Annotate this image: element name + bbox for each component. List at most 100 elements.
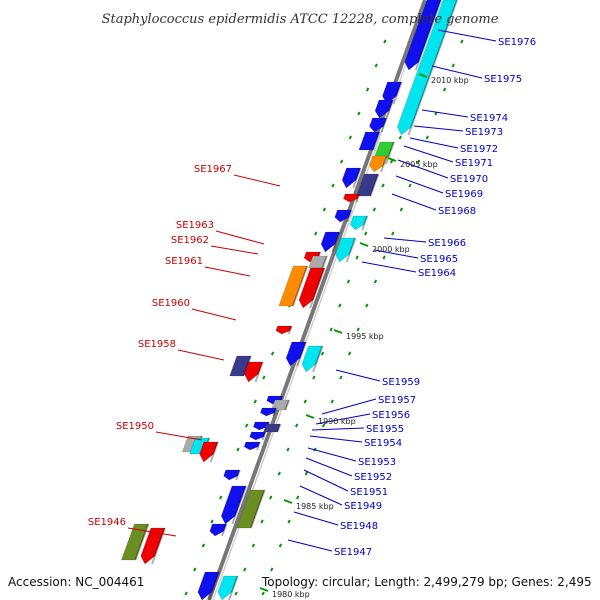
- gene-label-se1975[interactable]: SE1975: [484, 74, 522, 85]
- gene-shape-28[interactable]: [217, 575, 238, 600]
- gene-shade-18: [272, 407, 278, 417]
- leader-se1954: [309, 435, 363, 443]
- tick-mark-43: [312, 375, 316, 380]
- gene-label-se1960[interactable]: SE1960: [152, 298, 190, 309]
- gene-shape-13[interactable]: [335, 237, 356, 263]
- gene-shape-40[interactable]: [121, 523, 149, 561]
- leader-se1952: [305, 457, 353, 477]
- gene-shade-21: [261, 431, 267, 441]
- gene-shape-41[interactable]: [140, 527, 166, 565]
- gene-shape-29[interactable]: [343, 193, 360, 203]
- gene-shape-11[interactable]: [349, 215, 368, 231]
- tick-mark-14: [425, 135, 429, 140]
- gene-label-se1973[interactable]: SE1973: [465, 127, 503, 138]
- gene-shape-35[interactable]: [229, 355, 252, 377]
- tick-mark-55: [277, 471, 281, 476]
- leader-se1966: [383, 237, 427, 243]
- gene-label-se1967[interactable]: SE1967: [194, 164, 232, 175]
- gene-shape-24[interactable]: [220, 485, 247, 525]
- gene-shape-25[interactable]: [236, 489, 265, 529]
- gene-label-se1962[interactable]: SE1962: [171, 235, 209, 246]
- gene-shape-0[interactable]: [404, 0, 442, 71]
- leader-se1969: [395, 175, 444, 194]
- gene-label-se1969[interactable]: SE1969: [445, 189, 483, 200]
- gene-shape-8[interactable]: [341, 167, 361, 189]
- gene-label-se1952[interactable]: SE1952: [354, 472, 392, 483]
- gene-label-se1954[interactable]: SE1954: [364, 438, 402, 449]
- tick-mark-31: [346, 279, 351, 284]
- gene-shade-35: [242, 355, 252, 377]
- gene-shape-26[interactable]: [209, 523, 227, 537]
- gene-label-se1970[interactable]: SE1970: [450, 174, 488, 185]
- kbp-label-6: 1980 kbp: [272, 590, 310, 599]
- gene-label-se1949[interactable]: SE1949: [344, 501, 382, 512]
- gene-shape-23[interactable]: [223, 469, 241, 481]
- gene-label-se1966[interactable]: SE1966: [428, 238, 466, 249]
- tick-mark-8: [442, 87, 447, 92]
- gene-shape-39[interactable]: [199, 441, 219, 463]
- tick-mark-47: [330, 399, 334, 404]
- tick-mark-0: [383, 39, 387, 44]
- leader-se1967: [233, 174, 281, 187]
- tick-mark-29: [382, 255, 386, 260]
- gene-shape-15[interactable]: [301, 345, 323, 373]
- gene-label-se1959[interactable]: SE1959: [382, 377, 420, 388]
- gene-shape-14[interactable]: [285, 341, 307, 367]
- leader-se1973: [413, 125, 464, 132]
- gene-shape-34[interactable]: [275, 325, 292, 335]
- gene-shape-10[interactable]: [334, 209, 352, 223]
- tick-mark-35: [365, 303, 369, 308]
- gene-label-se1974[interactable]: SE1974: [470, 113, 508, 124]
- gene-shade-17: [284, 399, 290, 411]
- gene-shape-12[interactable]: [320, 231, 340, 253]
- gene-shape-9[interactable]: [356, 173, 379, 197]
- gene-shape-22[interactable]: [243, 441, 261, 451]
- leader-se1955: [311, 427, 365, 431]
- leader-se1964: [361, 261, 417, 273]
- gene-label-se1976[interactable]: SE1976: [498, 37, 536, 48]
- gene-label-se1956[interactable]: SE1956: [372, 410, 410, 421]
- gene-shape-3[interactable]: [374, 99, 394, 119]
- tick-mark-66: [193, 567, 197, 572]
- tick-mark-9: [357, 111, 361, 116]
- gene-shape-4[interactable]: [369, 117, 387, 133]
- gene-label-se1948[interactable]: SE1948: [340, 521, 378, 532]
- gene-shape-17[interactable]: [271, 399, 290, 411]
- leader-se1974: [421, 109, 469, 118]
- gene-shade-0: [414, 0, 442, 71]
- gene-shape-32[interactable]: [278, 265, 308, 307]
- gene-shape-20[interactable]: [263, 423, 281, 433]
- gene-label-se1963[interactable]: SE1963: [176, 220, 214, 231]
- gene-shape-36[interactable]: [244, 361, 264, 383]
- leader-se1968: [391, 193, 437, 211]
- gene-label-se1964[interactable]: SE1964: [418, 268, 456, 279]
- tick-mark-18: [331, 183, 335, 188]
- gene-label-se1951[interactable]: SE1951: [350, 487, 388, 498]
- gene-shape-27[interactable]: [197, 571, 220, 600]
- gene-label-se1950[interactable]: SE1950: [116, 421, 154, 432]
- gene-label-se1953[interactable]: SE1953: [358, 457, 396, 468]
- gene-shape-19[interactable]: [253, 421, 270, 431]
- gene-shape-5[interactable]: [358, 131, 380, 151]
- gene-shape-1[interactable]: [397, 0, 458, 136]
- gene-shape-7[interactable]: [369, 155, 388, 173]
- gene-label-se1971[interactable]: SE1971: [455, 158, 493, 169]
- gene-shade-29: [355, 193, 361, 203]
- gene-shape-21[interactable]: [249, 431, 266, 441]
- gene-shade-36: [254, 361, 264, 383]
- gene-label-se1968[interactable]: SE1968: [438, 206, 476, 217]
- gene-shape-33[interactable]: [298, 267, 325, 309]
- gene-label-se1947[interactable]: SE1947: [334, 547, 372, 558]
- tick-mark-50: [321, 423, 326, 428]
- gene-label-se1965[interactable]: SE1965: [420, 254, 458, 265]
- gene-label-se1946[interactable]: SE1946: [88, 517, 126, 528]
- gene-label-se1972[interactable]: SE1972: [460, 144, 498, 155]
- gene-label-se1955[interactable]: SE1955: [366, 424, 404, 435]
- gene-shape-18[interactable]: [260, 407, 277, 417]
- gene-label-se1961[interactable]: SE1961: [165, 256, 203, 267]
- gene-label-se1957[interactable]: SE1957: [378, 395, 416, 406]
- tick-mark-6: [365, 87, 370, 92]
- gene-label-se1958[interactable]: SE1958: [138, 339, 176, 350]
- tick-mark-19: [381, 183, 385, 188]
